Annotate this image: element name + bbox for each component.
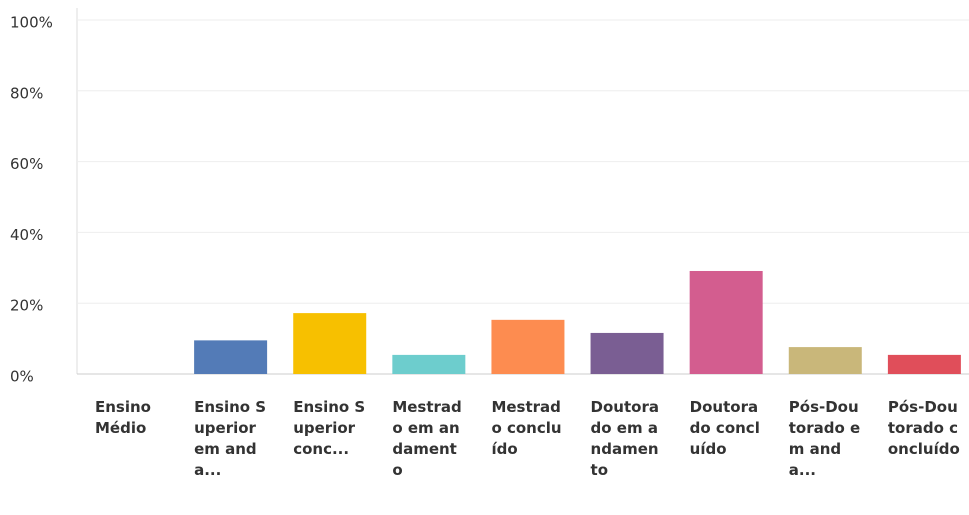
bar <box>194 340 268 374</box>
x-tick-label: Mestrado concluído <box>491 398 562 458</box>
bar <box>689 270 763 374</box>
bar <box>293 313 367 374</box>
x-tick-label: Ensino Superior conc... <box>293 398 366 458</box>
x-tick-label: Doutorado em andamento <box>590 398 659 479</box>
x-tick-label: Pós-Doutorado em anda... <box>788 398 861 479</box>
x-tick-label: Ensino Superior em anda... <box>194 398 267 479</box>
y-tick-label: 20% <box>10 297 43 315</box>
x-tick-label: Doutorado concluído <box>689 398 760 458</box>
bar <box>491 319 565 374</box>
bar <box>788 347 862 374</box>
x-tick-label: Mestrado em andamento <box>392 398 462 479</box>
x-tick-label: Pós-Doutorado concluído <box>887 398 960 458</box>
bar <box>392 354 466 374</box>
y-tick-label: 100% <box>10 14 53 32</box>
y-tick-label: 40% <box>10 226 43 244</box>
bar <box>590 332 664 374</box>
y-tick-label: 60% <box>10 155 43 173</box>
y-tick-label: 80% <box>10 84 43 102</box>
y-tick-label: 0% <box>10 368 34 386</box>
bar <box>887 354 961 374</box>
x-tick-label: Ensino Médio <box>95 398 151 437</box>
